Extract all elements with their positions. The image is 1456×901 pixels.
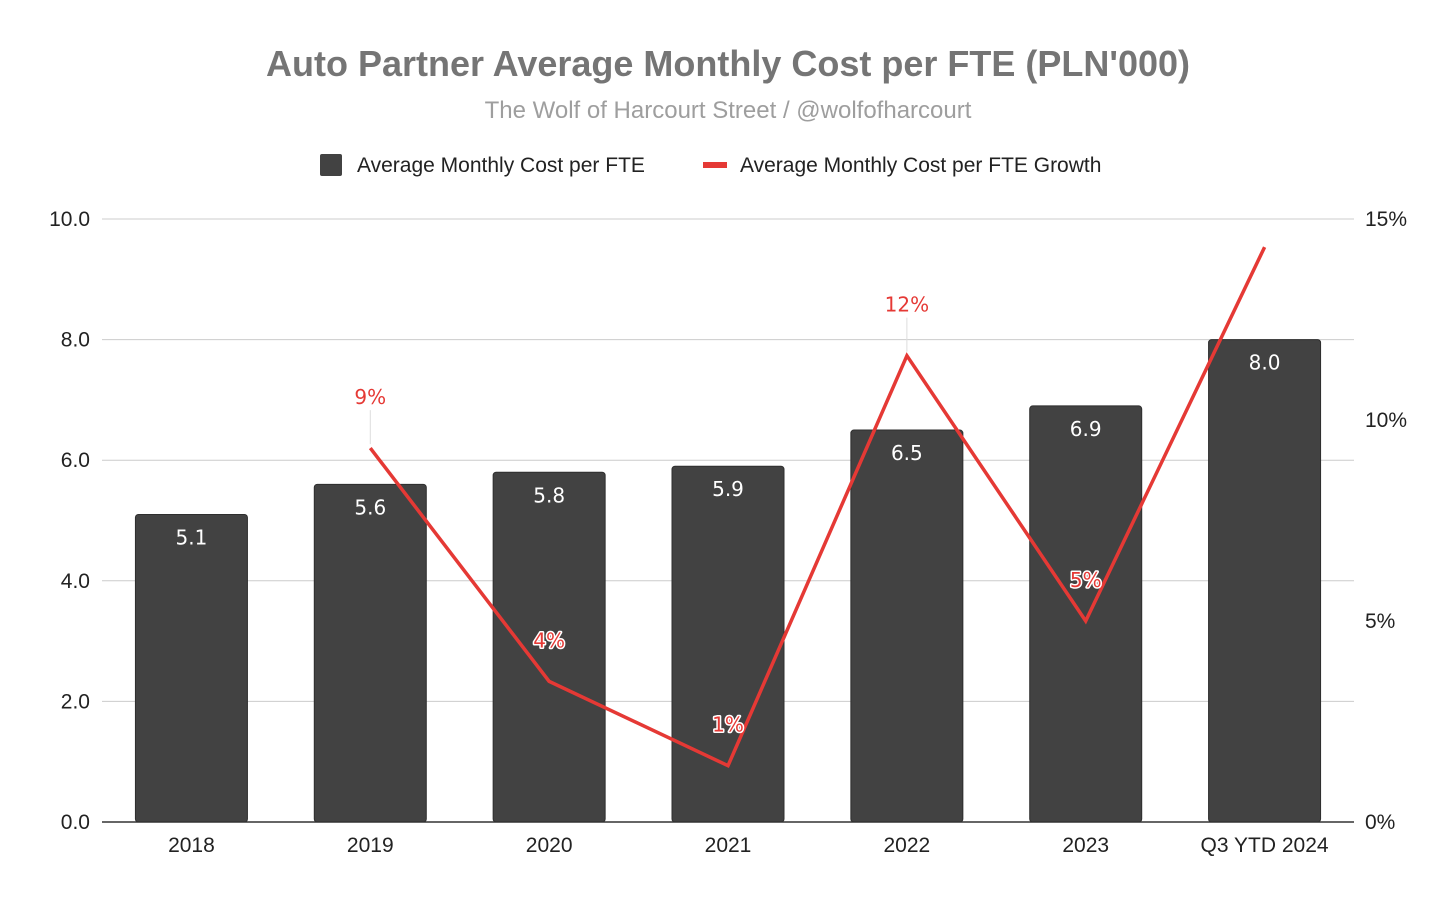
bar: [134, 513, 248, 823]
growth-series: [368, 246, 1267, 769]
y-left-tick-label: 2.0: [61, 690, 90, 713]
bar-value-label: 5.8: [533, 483, 565, 507]
y-left-tick-label: 8.0: [61, 329, 90, 352]
x-tick-label: 2023: [1062, 834, 1109, 857]
legend-swatch-line: [703, 162, 727, 168]
y-right-tick-label: 10%: [1365, 409, 1407, 432]
bar: [1208, 339, 1322, 823]
legend-label-line: Average Monthly Cost per FTE Growth: [740, 154, 1101, 177]
legend-label-bar: Average Monthly Cost per FTE: [357, 154, 645, 177]
bar-value-label: 6.9: [1070, 417, 1102, 441]
gridlines: [102, 218, 1354, 702]
legend: Average Monthly Cost per FTE Average Mon…: [320, 154, 1101, 177]
bar-value-label: 6.5: [891, 441, 923, 465]
y-right-tick-label: 5%: [1365, 610, 1395, 633]
growth-value-label: 9%: [354, 385, 386, 409]
chart-subtitle: The Wolf of Harcourt Street / @wolfofhar…: [485, 97, 972, 124]
bar-value-label: 5.6: [354, 495, 386, 519]
y-axis-left: 0.0 2.0 4.0 6.0 8.0 10.0: [49, 208, 90, 834]
bar-value-label: 8.0: [1249, 351, 1281, 375]
x-tick-label: 2022: [883, 834, 930, 857]
y-left-tick-label: 6.0: [61, 449, 90, 472]
y-right-tick-label: 15%: [1365, 208, 1407, 231]
growth-value-label: 1%: [712, 713, 744, 737]
bar: [1029, 405, 1143, 823]
y-right-tick-label: 0%: [1365, 811, 1395, 834]
growth-value-label: 4%: [533, 628, 565, 652]
bar: [671, 465, 785, 823]
bar-labels: 5.1 5.6 5.8 5.9 6.5 6.9 8.0: [176, 351, 1281, 550]
x-tick-label: 2021: [705, 834, 752, 857]
growth-labels: 9% 4% 1% 12% 5%: [353, 291, 1103, 738]
bar-value-label: 5.1: [176, 525, 208, 549]
x-tick-label: 2018: [168, 834, 215, 857]
y-axis-right: 0% 5% 10% 15%: [1365, 208, 1407, 834]
chart-title: Auto Partner Average Monthly Cost per FT…: [266, 43, 1190, 84]
growth-value-label: 12%: [885, 293, 929, 317]
x-tick-label: Q3 YTD 2024: [1201, 834, 1329, 857]
bar: [850, 429, 964, 823]
x-tick-label: 2019: [347, 834, 394, 857]
y-left-tick-label: 4.0: [61, 570, 90, 593]
growth-line: [368, 246, 1267, 769]
x-axis-categories: 2018 2019 2020 2021 2022 2023 Q3 YTD 2024: [168, 834, 1329, 857]
y-left-tick-label: 0.0: [61, 811, 90, 834]
y-left-tick-label: 10.0: [49, 208, 90, 231]
bar: [313, 483, 427, 823]
legend-swatch-bar: [320, 154, 342, 176]
growth-value-label: 5%: [1070, 568, 1102, 592]
bar-value-label: 5.9: [712, 477, 744, 501]
x-tick-label: 2020: [526, 834, 573, 857]
